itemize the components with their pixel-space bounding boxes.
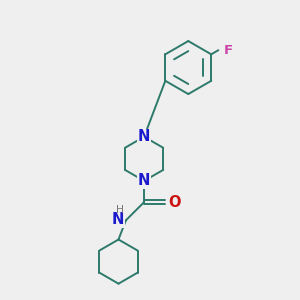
- Text: N: N: [138, 173, 150, 188]
- Text: O: O: [168, 195, 181, 210]
- Text: F: F: [224, 44, 233, 57]
- Text: H: H: [116, 205, 124, 215]
- Text: N: N: [112, 212, 124, 227]
- Text: N: N: [138, 129, 150, 144]
